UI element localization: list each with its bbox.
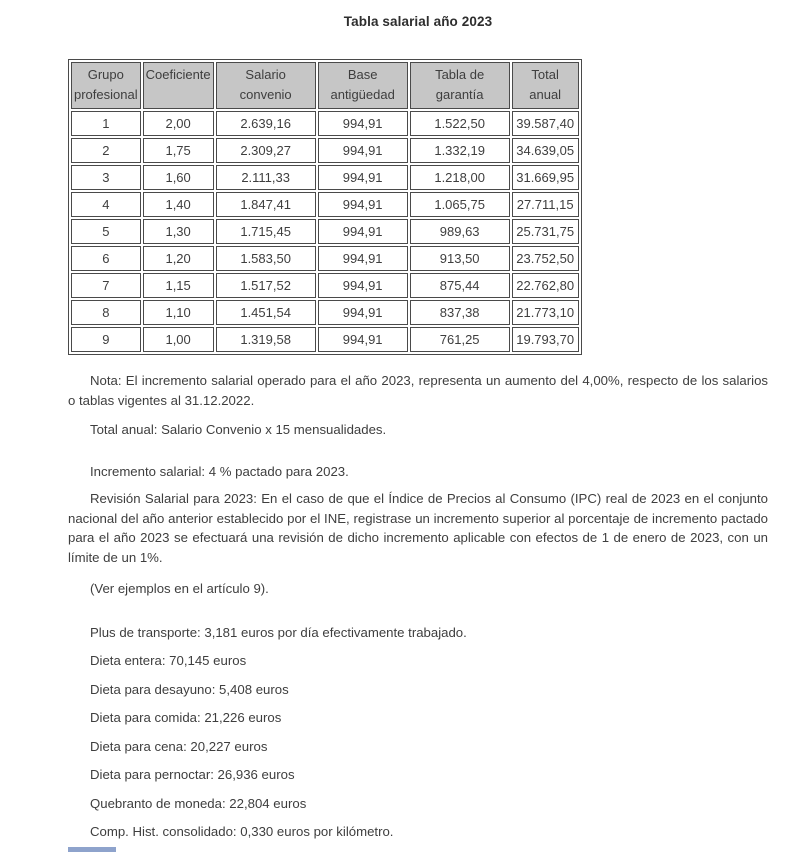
table-cell: 1.065,75 xyxy=(409,192,510,217)
table-cell: 994,91 xyxy=(317,246,408,271)
table-row: 1 2,00 2.639,16 994,91 1.522,50 39.587,4… xyxy=(71,111,579,136)
table-cell: 27.711,15 xyxy=(511,192,579,217)
dieta-comida-item: Dieta para comida: 21,226 euros xyxy=(90,710,282,725)
table-cell: 1.715,45 xyxy=(215,219,316,244)
plus-transporte-item: Plus de transporte: 3,181 euros por día … xyxy=(90,624,467,640)
table-cell: 994,91 xyxy=(317,219,408,244)
table-cell: 994,91 xyxy=(317,327,408,352)
table-cell: 1,60 xyxy=(142,165,214,190)
table-row: 8 1,10 1.451,54 994,91 837,38 21.773,10 xyxy=(71,300,579,325)
table-cell: 23.752,50 xyxy=(511,246,579,271)
table-cell: 989,63 xyxy=(409,219,510,244)
total-anual-note: Total anual: Salario Convenio x 15 mensu… xyxy=(90,422,387,437)
table-cell: 22.762,80 xyxy=(511,273,579,298)
table-cell: 1.583,50 xyxy=(215,246,316,271)
table-cell: 837,38 xyxy=(409,300,510,325)
table-cell: 6 xyxy=(71,246,141,271)
incremento-salarial-note: Incremento salarial: 4 % pactado para 20… xyxy=(90,463,349,479)
table-cell: 1.522,50 xyxy=(409,111,510,136)
table-cell: 19.793,70 xyxy=(511,327,579,352)
table-cell: 1.451,54 xyxy=(215,300,316,325)
table-cell: 31.669,95 xyxy=(511,165,579,190)
table-cell: 1.319,58 xyxy=(215,327,316,352)
table-cell: 1,00 xyxy=(142,327,214,352)
table-row: 5 1,30 1.715,45 994,91 989,63 25.731,75 xyxy=(71,219,579,244)
table-cell: 1.218,00 xyxy=(409,165,510,190)
page-title: Tabla salarial año 2023 xyxy=(343,14,493,29)
table-cell: 1.332,19 xyxy=(409,138,510,163)
column-header-grupo-profesional: Grupo profesional xyxy=(71,62,141,109)
next-table-cutoff-fragment xyxy=(68,847,116,852)
table-cell: 994,91 xyxy=(317,273,408,298)
table-row: 4 1,40 1.847,41 994,91 1.065,75 27.711,1… xyxy=(71,192,579,217)
table-cell: 2.111,33 xyxy=(215,165,316,190)
table-row: 3 1,60 2.111,33 994,91 1.218,00 31.669,9… xyxy=(71,165,579,190)
dieta-pernoctar-item: Dieta para pernoctar: 26,936 euros xyxy=(90,767,295,782)
table-header-row: Grupo profesional Coeficiente Salario co… xyxy=(71,62,579,109)
column-header-salario-convenio: Salario convenio xyxy=(215,62,316,109)
table-cell: 21.773,10 xyxy=(511,300,579,325)
column-header-coeficiente: Coeficiente xyxy=(142,62,214,109)
table-cell: 1,20 xyxy=(142,246,214,271)
column-header-tabla-garantia: Tabla de garantía xyxy=(409,62,510,109)
ver-ejemplos-note: (Ver ejemplos en el artículo 9). xyxy=(90,581,269,596)
comp-hist-item: Comp. Hist. consolidado: 0,330 euros por… xyxy=(90,824,394,839)
table-cell: 994,91 xyxy=(317,165,408,190)
table-cell: 994,91 xyxy=(317,138,408,163)
table-cell: 1.847,41 xyxy=(215,192,316,217)
dieta-desayuno-item: Dieta para desayuno: 5,408 euros xyxy=(90,681,289,697)
table-cell: 2.639,16 xyxy=(215,111,316,136)
note-increment-paragraph: Nota: El incremento salarial operado par… xyxy=(68,373,768,408)
dieta-entera-item: Dieta entera: 70,145 euros xyxy=(90,653,247,668)
table-cell: 25.731,75 xyxy=(511,219,579,244)
table-cell: 1 xyxy=(71,111,141,136)
column-header-base-antiguedad: Base antigüedad xyxy=(317,62,408,109)
table-cell: 994,91 xyxy=(317,300,408,325)
table-cell: 8 xyxy=(71,300,141,325)
table-cell: 5 xyxy=(71,219,141,244)
table-row: 9 1,00 1.319,58 994,91 761,25 19.793,70 xyxy=(71,327,579,352)
table-cell: 7 xyxy=(71,273,141,298)
table-cell: 1,15 xyxy=(142,273,214,298)
table-cell: 1,40 xyxy=(142,192,214,217)
table-cell: 1.517,52 xyxy=(215,273,316,298)
table-cell: 761,25 xyxy=(409,327,510,352)
table-cell: 34.639,05 xyxy=(511,138,579,163)
table-cell: 913,50 xyxy=(409,246,510,271)
salary-table: Grupo profesional Coeficiente Salario co… xyxy=(68,59,582,355)
table-cell: 3 xyxy=(71,165,141,190)
table-cell: 2 xyxy=(71,138,141,163)
table-cell: 9 xyxy=(71,327,141,352)
table-cell: 1,75 xyxy=(142,138,214,163)
document-page: Tabla salarial año 2023 Grupo profesiona… xyxy=(0,14,786,852)
dieta-cena-item: Dieta para cena: 20,227 euros xyxy=(90,738,268,754)
table-cell: 994,91 xyxy=(317,192,408,217)
table-cell: 4 xyxy=(71,192,141,217)
table-cell: 994,91 xyxy=(317,111,408,136)
quebranto-moneda-item: Quebranto de moneda: 22,804 euros xyxy=(90,795,307,811)
notes-section: Nota: El incremento salarial operado par… xyxy=(68,371,768,842)
column-header-total-anual: Total anual xyxy=(511,62,579,109)
table-row: 2 1,75 2.309,27 994,91 1.332,19 34.639,0… xyxy=(71,138,579,163)
table-cell: 875,44 xyxy=(409,273,510,298)
table-row: 6 1,20 1.583,50 994,91 913,50 23.752,50 xyxy=(71,246,579,271)
table-cell: 39.587,40 xyxy=(511,111,579,136)
table-cell: 1,10 xyxy=(142,300,214,325)
table-cell: 2.309,27 xyxy=(215,138,316,163)
revision-salarial-paragraph: Revisión Salarial para 2023: En el caso … xyxy=(68,491,768,565)
table-row: 7 1,15 1.517,52 994,91 875,44 22.762,80 xyxy=(71,273,579,298)
table-cell: 2,00 xyxy=(142,111,214,136)
table-cell: 1,30 xyxy=(142,219,214,244)
